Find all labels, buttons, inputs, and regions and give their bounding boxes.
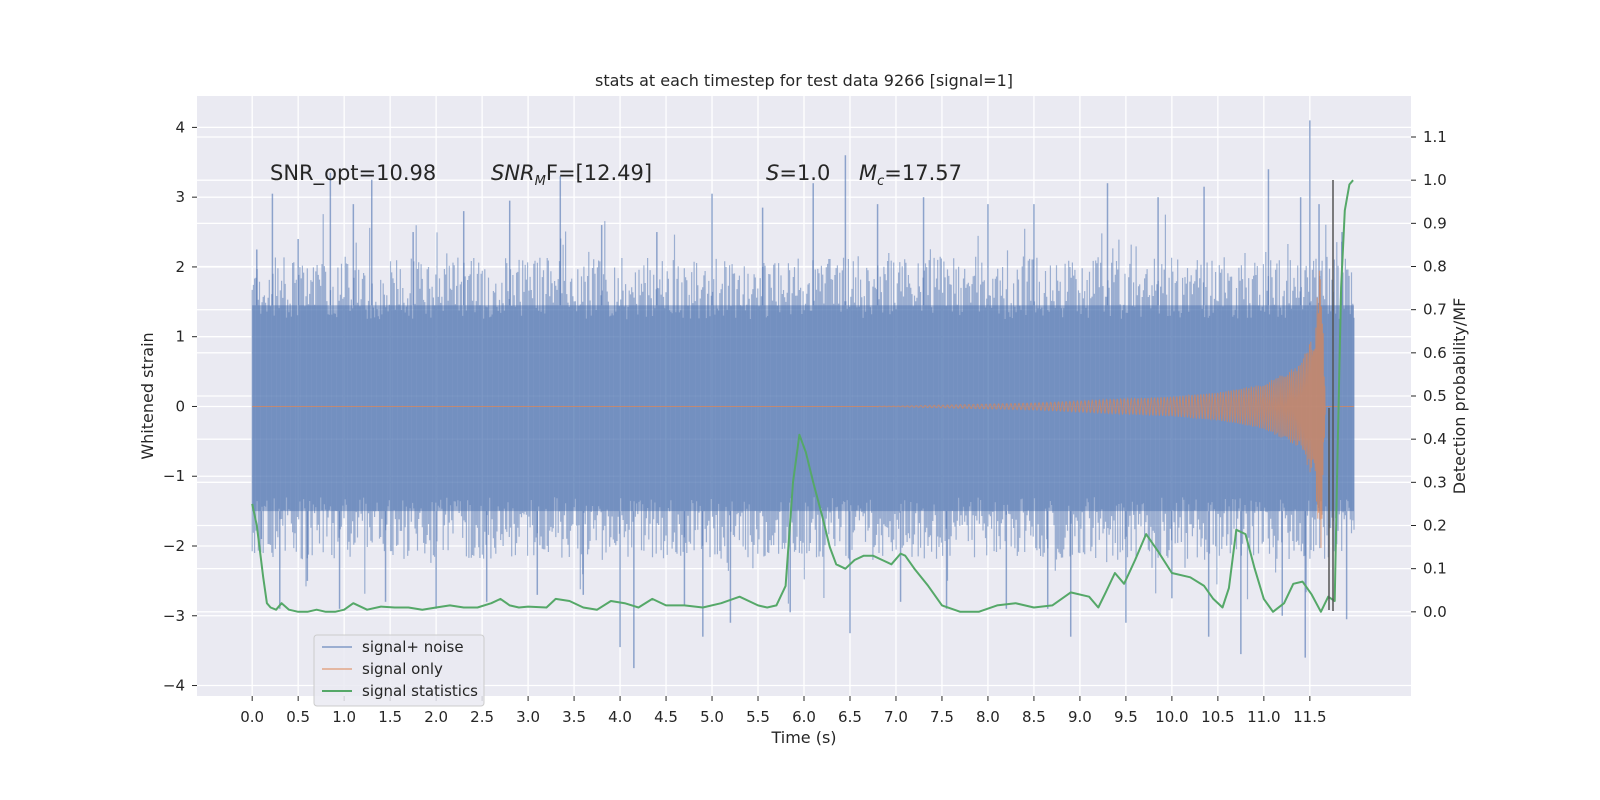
- x-tick-label: 4.0: [608, 708, 632, 726]
- y-right-tick-label: 0.5: [1423, 387, 1447, 405]
- series-signal-only: [252, 270, 1354, 549]
- x-tick-label: 8.5: [1022, 708, 1046, 726]
- y-left-tick-label: −2: [163, 537, 185, 555]
- x-tick-label: 6.5: [838, 708, 862, 726]
- x-tick-label: 10.0: [1155, 708, 1188, 726]
- y-right-tick-label: 0.1: [1423, 560, 1447, 578]
- y-left-tick-label: −1: [163, 467, 185, 485]
- y-right-tick-label: 0.0: [1423, 603, 1447, 621]
- x-tick-label: 11.0: [1247, 708, 1280, 726]
- x-tick-label: 5.0: [700, 708, 724, 726]
- y-right-tick-label: 1.0: [1423, 171, 1447, 189]
- legend-label-signal-only: signal only: [362, 660, 443, 678]
- y-axis-right: 1.1 1.0 0.9 0.8 0.7 0.6 0.5 0.4 0.3 0.2 0.1 0.0: [1411, 128, 1447, 621]
- y-axis-left: 4 3 2 1 0 −1 −2 −3 −4: [163, 118, 197, 695]
- y-right-tick-label: 0.8: [1423, 258, 1447, 276]
- x-tick-label: 0.0: [240, 708, 264, 726]
- y-right-tick-label: 0.9: [1423, 214, 1447, 232]
- y-left-tick-label: −4: [163, 677, 185, 695]
- y-right-tick-label: 1.1: [1423, 128, 1447, 146]
- annotation-snr-opt: SNR_opt=10.98: [270, 161, 436, 186]
- y-left-tick-label: 2: [175, 258, 185, 276]
- x-tick-label: 3.0: [516, 708, 540, 726]
- x-tick-label: 7.0: [884, 708, 908, 726]
- y-left-tick-label: 3: [175, 188, 185, 206]
- y-right-tick-label: 0.2: [1423, 516, 1447, 534]
- x-tick-label: 1.0: [332, 708, 356, 726]
- x-tick-label: 3.5: [562, 708, 586, 726]
- x-tick-label: 9.5: [1114, 708, 1138, 726]
- chart-title: stats at each timestep for test data 926…: [595, 71, 1013, 90]
- series-signal-statistics: [251, 179, 1354, 613]
- y-right-tick-label: 0.6: [1423, 344, 1447, 362]
- x-tick-label: 5.5: [746, 708, 770, 726]
- signal-only-line: [252, 270, 1354, 549]
- x-tick-label: 2.0: [424, 708, 448, 726]
- legend-label-signal-plus-noise: signal+ noise: [362, 638, 464, 656]
- y-right-tick-label: 0.7: [1423, 301, 1447, 319]
- y-left-tick-label: 0: [175, 397, 185, 415]
- x-tick-label: 6.0: [792, 708, 816, 726]
- legend-label-signal-statistics: signal statistics: [362, 682, 478, 700]
- x-tick-label: 10.5: [1201, 708, 1234, 726]
- y-axis-right-title: Detection probability/MF: [1450, 298, 1469, 495]
- x-tick-label: 1.5: [378, 708, 402, 726]
- y-left-tick-label: −3: [163, 607, 185, 625]
- x-tick-label: 11.5: [1293, 708, 1326, 726]
- x-tick-label: 8.0: [976, 708, 1000, 726]
- series-signal-plus-noise: [251, 120, 1355, 669]
- signal-statistics-line: [251, 179, 1354, 613]
- y-right-tick-label: 0.4: [1423, 430, 1447, 448]
- x-tick-label: 9.0: [1068, 708, 1092, 726]
- y-right-tick-label: 0.3: [1423, 473, 1447, 491]
- y-left-tick-label: 1: [175, 328, 185, 346]
- annotation-snr-mf: SNRMF=[12.49]: [491, 161, 652, 189]
- annotation-s: S=1.0: [766, 161, 830, 185]
- x-axis-title: Time (s): [770, 728, 836, 747]
- y-left-tick-label: 4: [175, 118, 185, 136]
- y-axis-left-title: Whitened strain: [138, 332, 157, 459]
- legend-box: [313, 634, 485, 707]
- legend: signal+ noise signal only signal statist…: [313, 634, 485, 707]
- x-tick-label: 7.5: [930, 708, 954, 726]
- x-axis: 0.0 0.5 1.0 1.5 2.0 2.5 3.0 3.5 4.0 4.5 5.0 5.5 6.0 6…: [240, 696, 1327, 726]
- x-tick-label: 4.5: [654, 708, 678, 726]
- x-tick-label: 2.5: [470, 708, 494, 726]
- annotation-mc: Mc=17.57: [859, 161, 962, 189]
- x-tick-label: 0.5: [286, 708, 310, 726]
